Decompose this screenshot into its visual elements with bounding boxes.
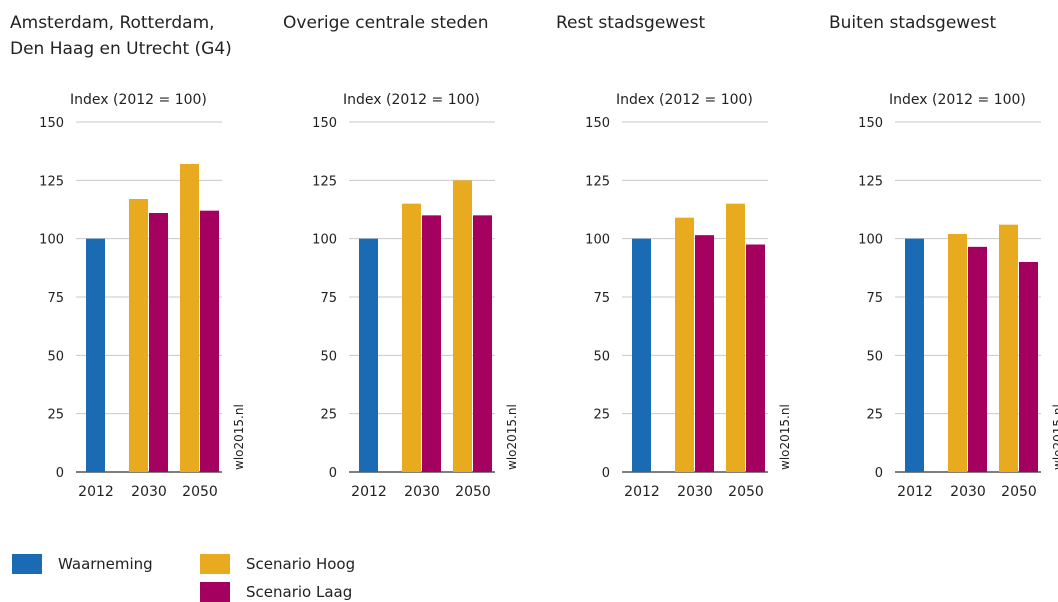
bar-2012-waarneming [632, 238, 651, 472]
y-tick-label: 0 [56, 466, 64, 481]
legend-swatch-waarneming [12, 554, 42, 574]
bar-2012-waarneming [905, 238, 924, 472]
y-tick-label: 0 [329, 466, 337, 481]
y-tick-label: 50 [320, 349, 337, 364]
chart-title: Buiten stadsgewest [829, 13, 997, 33]
y-tick-label: 125 [585, 174, 610, 189]
y-tick-label: 50 [593, 349, 610, 364]
bar-2050-scenario-hoog [453, 180, 472, 473]
legend-label-scenario-hoog: Scenario Hoog [246, 555, 356, 573]
y-tick-label: 100 [585, 233, 610, 248]
bar-2050-scenario-laag [1019, 262, 1038, 472]
legend-item-scenario-laag: Scenario Laag [200, 582, 352, 602]
source-label: wlo2015.nl [778, 404, 792, 470]
x-tick-label: 2012 [351, 484, 387, 500]
chart-panel-4: Buiten stadsgewest Index (2012 = 100) 0 25 5… [829, 13, 1058, 500]
x-tick-label: 2030 [404, 484, 440, 500]
y-tick-label: 150 [585, 116, 610, 131]
legend-label-scenario-laag: Scenario Laag [246, 583, 353, 601]
source-label: wlo2015.nl [232, 404, 246, 470]
legend: Waarneming Scenario Hoog Scenario Laag [0, 548, 1058, 602]
x-tick-label: 2050 [728, 484, 764, 500]
x-tick-label: 2050 [182, 484, 218, 500]
chart-panel-1: Amsterdam, Rotterdam, Den Haag en Utrecht… [10, 13, 246, 500]
x-tick-label: 2012 [897, 484, 933, 500]
y-tick-label: 75 [593, 291, 610, 306]
bar-2030-scenario-hoog [675, 217, 694, 472]
bar-2030-scenario-hoog [402, 203, 421, 472]
legend-item-scenario-hoog: Scenario Hoog [200, 554, 355, 574]
x-tick-label: 2012 [78, 484, 114, 500]
y-tick-label: 150 [39, 116, 64, 131]
chart-panel-2: Overige centrale steden Index (2012 = 100… [283, 13, 519, 500]
y-tick-label: 25 [593, 408, 610, 423]
y-axis-label: Index (2012 = 100) [343, 92, 480, 108]
y-tick-label: 150 [858, 116, 883, 131]
y-tick-label: 25 [866, 408, 883, 423]
bar-2030-scenario-laag [422, 215, 441, 473]
x-tick-label: 2050 [1001, 484, 1037, 500]
y-tick-label: 0 [602, 466, 610, 481]
bar-2012-waarneming [86, 238, 105, 472]
y-tick-label: 100 [858, 233, 883, 248]
source-label: wlo2015.nl [505, 404, 519, 470]
bar-2050-scenario-laag [473, 215, 492, 473]
y-tick-label: 50 [866, 349, 883, 364]
y-tick-label: 50 [47, 349, 64, 364]
bar-2050-scenario-hoog [999, 224, 1018, 472]
bar-2050-scenario-laag [746, 244, 765, 472]
y-axis-label: Index (2012 = 100) [70, 92, 207, 108]
bar-2030-scenario-hoog [129, 199, 148, 472]
x-tick-label: 2050 [455, 484, 491, 500]
y-tick-label: 125 [858, 174, 883, 189]
chart-title: Den Haag en Utrecht (G4) [10, 39, 232, 59]
bar-2030-scenario-hoog [948, 234, 967, 472]
y-tick-label: 75 [866, 291, 883, 306]
y-axis-label: Index (2012 = 100) [889, 92, 1026, 108]
y-tick-label: 75 [320, 291, 337, 306]
y-tick-label: 125 [312, 174, 337, 189]
bar-2030-scenario-laag [695, 235, 714, 472]
chart-title: Overige centrale steden [283, 13, 489, 33]
y-tick-label: 25 [320, 408, 337, 423]
y-tick-label: 100 [312, 233, 337, 248]
legend-swatch-scenario-laag [200, 582, 230, 602]
legend-item-waarneming: Waarneming [12, 554, 153, 574]
x-tick-label: 2030 [950, 484, 986, 500]
chart-title: Rest stadsgewest [556, 13, 705, 33]
y-tick-label: 75 [47, 291, 64, 306]
legend-swatch-scenario-hoog [200, 554, 230, 574]
bar-2030-scenario-laag [968, 246, 987, 472]
bar-2050-scenario-hoog [180, 164, 199, 472]
bar-2050-scenario-hoog [726, 203, 745, 472]
source-label: wlo2015.nl [1051, 404, 1058, 470]
bar-2012-waarneming [359, 238, 378, 472]
chart-panel-3: Rest stadsgewest Index (2012 = 100) 0 25 50 7… [556, 13, 792, 500]
chart-title: Amsterdam, Rotterdam, [10, 13, 215, 33]
y-tick-label: 25 [47, 408, 64, 423]
y-tick-label: 150 [312, 116, 337, 131]
x-tick-label: 2030 [677, 484, 713, 500]
bar-2030-scenario-laag [149, 213, 168, 472]
bar-2050-scenario-laag [200, 210, 219, 472]
y-tick-label: 125 [39, 174, 64, 189]
x-tick-label: 2012 [624, 484, 660, 500]
y-tick-label: 0 [875, 466, 883, 481]
y-tick-label: 100 [39, 233, 64, 248]
y-axis-label: Index (2012 = 100) [616, 92, 753, 108]
legend-label-waarneming: Waarneming [58, 555, 153, 573]
x-tick-label: 2030 [131, 484, 167, 500]
